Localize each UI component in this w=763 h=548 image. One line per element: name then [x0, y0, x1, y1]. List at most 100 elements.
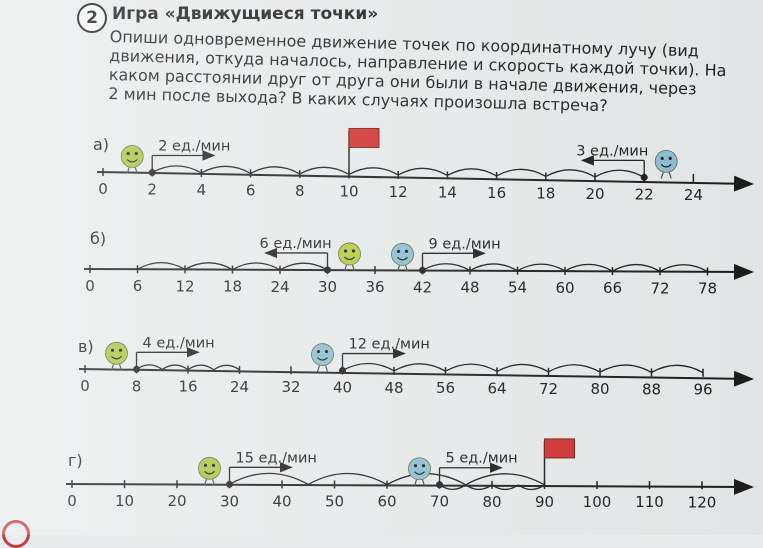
tick-label: 0 [85, 277, 95, 295]
tick-label: 8 [132, 377, 142, 395]
smiley-leg [396, 265, 401, 272]
right-point-smiley-icon [311, 343, 334, 372]
jump-arc [496, 168, 547, 177]
number-ray-b: б) 0 6 12 18 24 30 36 42 48 54 60 66 72 78 6 ед./мин 9 е… [83, 229, 754, 297]
tick-label: 18 [536, 184, 555, 202]
smiley-leg [316, 365, 321, 372]
jump-arc [161, 364, 189, 371]
smiley-eye [668, 156, 672, 161]
left-point-smiley-icon [338, 242, 361, 272]
jump-arc [299, 166, 350, 176]
smiley-face [120, 145, 144, 168]
tick-label: 14 [438, 183, 457, 201]
tick-label: 18 [223, 278, 242, 296]
smiley-mouth [204, 470, 215, 475]
smiley-eye [126, 151, 130, 156]
tick-label: 54 [508, 279, 527, 297]
next-task-badge [2, 520, 30, 548]
tick-label: 72 [539, 380, 558, 398]
tick-label: 42 [413, 278, 432, 296]
left-point-smiley-icon [120, 145, 144, 174]
smiley-face [391, 242, 414, 266]
tick-label: 56 [436, 379, 455, 397]
tick-label: 10 [115, 492, 134, 510]
row-label: г) [68, 451, 83, 470]
task-title: Игра «Движущиеся точки» [112, 4, 379, 24]
smiley-mouth [344, 256, 355, 261]
row-label: б) [90, 229, 106, 248]
tick-label: 48 [460, 279, 479, 297]
jump-arc [151, 165, 202, 174]
smiley-leg [110, 364, 115, 371]
left-point-speed-label: 2 ед./мин [158, 138, 230, 154]
left-point-dot [226, 480, 233, 488]
number-ray-line [96, 170, 754, 192]
tick-label: 6 [133, 277, 143, 295]
smiley-leg [351, 264, 356, 272]
smiley-face [654, 150, 678, 173]
jump-arc [342, 362, 395, 372]
right-point-speed-label: 9 ед./мин [429, 236, 501, 252]
smiley-eye [324, 349, 329, 354]
jump-arc-below [517, 484, 545, 491]
jump-arc [548, 364, 601, 373]
tick-label: 16 [487, 184, 506, 202]
jump-arc [469, 263, 518, 272]
smiley-eye [110, 348, 115, 352]
jump-arc [348, 167, 399, 176]
smiley-leg [421, 479, 426, 486]
tick-label: 36 [365, 278, 384, 296]
jump-arc [393, 363, 446, 372]
smiley-face [198, 456, 221, 480]
jump-arc [545, 169, 596, 178]
jump-arc [496, 363, 549, 373]
smiley-face [311, 343, 334, 366]
smiley-leg [668, 172, 672, 179]
jump-arc [187, 364, 215, 371]
row-label: а) [93, 135, 109, 154]
jump-arc [201, 165, 251, 175]
tick-label: 96 [693, 381, 712, 399]
smiley-eye [660, 156, 664, 161]
left-point-speed-label: 4 ед./мин [143, 335, 215, 351]
number-ray-line [83, 263, 754, 280]
smiley-eye [351, 249, 356, 253]
tick-label: 60 [555, 279, 574, 297]
smiley-eye [316, 349, 321, 354]
tick-label: 40 [272, 492, 291, 510]
jump-arc [307, 472, 388, 486]
jump-arc [465, 473, 545, 486]
right-point-smiley-icon [654, 150, 678, 179]
smiley-mouth [111, 355, 122, 360]
jump-arc [397, 167, 448, 177]
tick-label: 66 [603, 279, 622, 297]
jump-arc [651, 364, 704, 374]
tick-label: 6 [246, 181, 256, 199]
tick-label: 0 [98, 180, 108, 198]
tick-label: 2 [147, 180, 157, 198]
smiley-face [338, 242, 361, 266]
left-point-smiley-icon [105, 341, 128, 371]
jump-arc [599, 364, 652, 373]
smiley-leg [413, 479, 418, 486]
left-point-dot [148, 168, 156, 176]
smiley-mouth [660, 163, 672, 168]
tick-label: 70 [430, 493, 449, 511]
smiley-eye [118, 348, 123, 352]
right-point-speed-label: 5 ед./мин [446, 451, 518, 467]
tick-label: 88 [642, 380, 661, 398]
tick-label: 80 [482, 493, 501, 511]
jump-arc [612, 263, 661, 272]
smiley-eye [421, 464, 426, 468]
jump-arc [594, 169, 645, 178]
flag-icon [348, 127, 380, 148]
smiley-eye [211, 463, 216, 467]
tick-label: 78 [698, 279, 717, 297]
jump-arc [213, 364, 240, 371]
smiley-face [105, 341, 128, 365]
tick-label: 20 [167, 492, 186, 510]
tick-label: 50 [325, 493, 344, 511]
tick-label: 22 [635, 185, 654, 203]
tick-label: 64 [487, 379, 506, 397]
